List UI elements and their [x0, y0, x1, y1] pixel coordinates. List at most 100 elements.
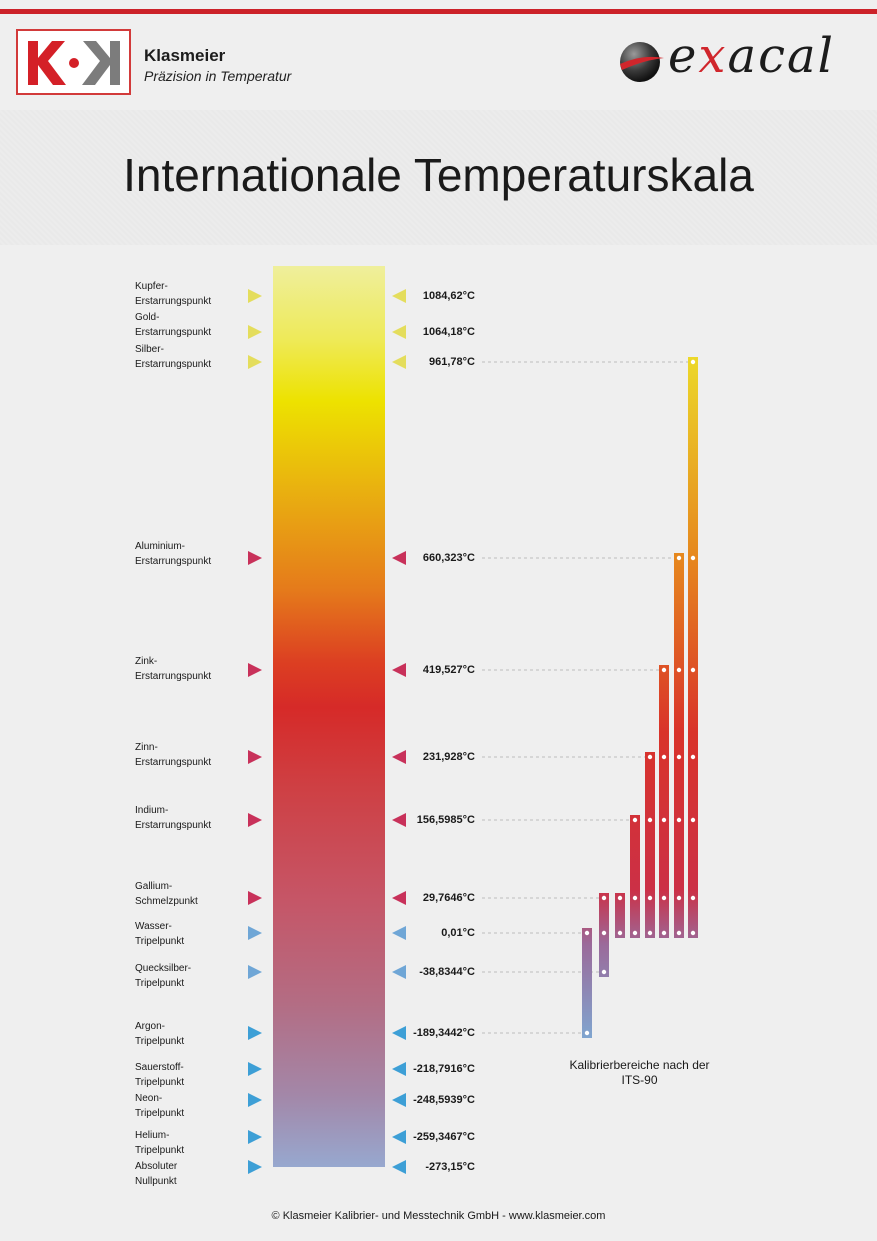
exacal-globe-icon: [620, 42, 664, 82]
left-pointer-icon: [392, 926, 406, 940]
fixed-point-label-line-2: Erstarrungspunkt: [135, 820, 212, 831]
fixed-point-label-line-2: Tripelpunkt: [135, 1108, 185, 1119]
calibration-range-bar: [659, 665, 669, 938]
fixed-point-label-line-1: Indium-: [135, 805, 169, 816]
fixed-point-value: -38,8344°C: [419, 966, 475, 978]
fixed-point-value: 0,01°C: [441, 927, 475, 939]
range-point-dot: [661, 817, 667, 823]
calibration-ranges-caption: Kalibrierbereiche nach der ITS-90: [552, 1058, 727, 1088]
fixed-point-label: Gallium- Schmelzpunkt: [135, 879, 245, 909]
range-point-dot: [647, 930, 653, 936]
right-pointer-icon: [248, 891, 262, 905]
fixed-point-label-line-2: Erstarrungspunkt: [135, 671, 212, 682]
top-accent-bar: [0, 9, 877, 14]
range-point-dot: [690, 754, 696, 760]
left-pointer-icon: [392, 355, 406, 369]
fixed-point-value: -189,3442°C: [413, 1027, 475, 1039]
left-pointer-icon: [392, 750, 406, 764]
left-pointer-icon: [392, 1026, 406, 1040]
fixed-point-label-line-2: Erstarrungspunkt: [135, 327, 212, 338]
left-pointer-icon: [392, 813, 406, 827]
range-point-dot: [632, 930, 638, 936]
right-pointer-icon: [248, 355, 262, 369]
fixed-point-label: Kupfer- Erstarrungspunkt: [135, 279, 245, 309]
range-point-dot: [647, 754, 653, 760]
range-point-dot: [676, 895, 682, 901]
range-point-dot: [676, 667, 682, 673]
range-point-dot: [647, 895, 653, 901]
left-pointer-icon: [392, 1160, 406, 1174]
temperature-scale-bar: [273, 266, 385, 1167]
left-pointer-icon: [392, 1093, 406, 1107]
left-pointer-icon: [392, 551, 406, 565]
right-pointer-icon: [248, 663, 262, 677]
fixed-point-value: 156,5985°C: [416, 814, 475, 826]
fixed-point-value: 660,323°C: [422, 552, 475, 564]
fixed-point-label-line-1: Helium-: [135, 1130, 170, 1141]
right-pointer-icon: [248, 289, 262, 303]
range-point-dot: [601, 930, 607, 936]
fixed-point-label-line-2: Schmelzpunkt: [135, 896, 198, 907]
range-point-dot: [661, 754, 667, 760]
fixed-point-label-line-2: Tripelpunkt: [135, 978, 185, 989]
fixed-point-label-line-2: Erstarrungspunkt: [135, 556, 212, 567]
range-point-dot: [617, 895, 623, 901]
fixed-point-label-line-1: Argon-: [135, 1021, 166, 1032]
right-pointer-icon: [248, 1130, 262, 1144]
range-point-dot: [690, 895, 696, 901]
fixed-point-label-line-1: Gold-: [135, 312, 160, 323]
fixed-point-label-line-1: Silber-: [135, 344, 164, 355]
fixed-point-label-line-2: Erstarrungspunkt: [135, 296, 212, 307]
footer-copyright: © Klasmeier Kalibrier- und Messtechnik G…: [271, 1210, 606, 1222]
fixed-point-label-line-1: Zink-: [135, 656, 158, 667]
fixed-point-value: -259,3467°C: [413, 1131, 475, 1143]
fixed-point-label-line-2: Nullpunkt: [135, 1176, 177, 1187]
fixed-point-label-line-1: Neon-: [135, 1093, 163, 1104]
range-point-dot: [690, 930, 696, 936]
range-point-dot: [632, 895, 638, 901]
fixed-point-label-line-2: Tripelpunkt: [135, 1145, 185, 1156]
left-pointer-icon: [392, 1062, 406, 1076]
fixed-point-label: Gold- Erstarrungspunkt: [135, 310, 245, 340]
fixed-point-label-line-2: Erstarrungspunkt: [135, 359, 212, 370]
fixed-point-label-line-1: Wasser-: [135, 921, 172, 932]
fixed-point-label-line-1: Absoluter: [135, 1161, 178, 1172]
range-point-dot: [676, 930, 682, 936]
fixed-point-label-line-2: Tripelpunkt: [135, 1036, 185, 1047]
fixed-point-label: Quecksilber- Tripelpunkt: [135, 961, 245, 991]
fixed-point-label-line-1: Aluminium-: [135, 541, 186, 552]
fixed-point-label-line-1: Kupfer-: [135, 281, 168, 292]
left-pointer-icon: [392, 289, 406, 303]
fixed-point-label-line-2: Tripelpunkt: [135, 1077, 185, 1088]
calibration-range-bar: [645, 752, 655, 938]
fixed-point-label: Sauerstoff- Tripelpunkt: [135, 1060, 245, 1090]
fixed-point-label: Absoluter Nullpunkt: [135, 1159, 245, 1189]
calibration-range-bar: [582, 928, 592, 1038]
fixed-point-value: -248,5939°C: [413, 1094, 475, 1106]
caption-line-2: ITS-90: [621, 1073, 658, 1087]
fixed-point-label-line-1: Quecksilber-: [135, 963, 192, 974]
calibration-range-bar: [615, 893, 625, 938]
right-pointer-icon: [248, 1026, 262, 1040]
fixed-point-value: -273,15°C: [425, 1161, 475, 1173]
fixed-point-label-line-1: Zinn-: [135, 742, 158, 753]
left-pointer-icon: [392, 1130, 406, 1144]
fixed-point-label-line-2: Erstarrungspunkt: [135, 757, 212, 768]
range-point-dot: [601, 895, 607, 901]
calibration-range-bar: [630, 815, 640, 938]
left-pointer-icon: [392, 325, 406, 339]
range-point-dot: [617, 930, 623, 936]
range-point-dot: [690, 555, 696, 561]
range-point-dot: [676, 555, 682, 561]
calibration-range-bar: [688, 357, 698, 938]
fixed-point-label: Argon- Tripelpunkt: [135, 1019, 245, 1049]
right-pointer-icon: [248, 325, 262, 339]
fixed-point-value: 1064,18°C: [422, 326, 475, 338]
fixed-point-value: 419,527°C: [422, 664, 475, 676]
fixed-point-label-line-2: Tripelpunkt: [135, 936, 185, 947]
range-point-dot: [661, 895, 667, 901]
right-pointer-icon: [248, 1160, 262, 1174]
range-point-dot: [690, 817, 696, 823]
left-pointer-icon: [392, 891, 406, 905]
range-point-dot: [584, 930, 590, 936]
